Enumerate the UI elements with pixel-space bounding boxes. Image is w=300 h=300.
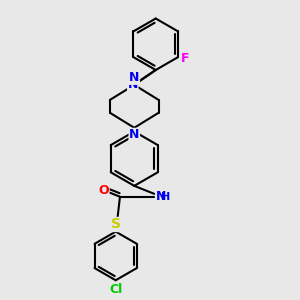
Text: S: S — [111, 218, 121, 232]
Text: O: O — [98, 184, 109, 196]
Text: Cl: Cl — [109, 283, 122, 296]
Text: N: N — [129, 128, 140, 141]
Text: F: F — [181, 52, 189, 65]
Text: N: N — [129, 71, 140, 84]
Text: H: H — [161, 192, 171, 202]
Text: N: N — [156, 190, 166, 203]
Text: N: N — [128, 78, 138, 91]
